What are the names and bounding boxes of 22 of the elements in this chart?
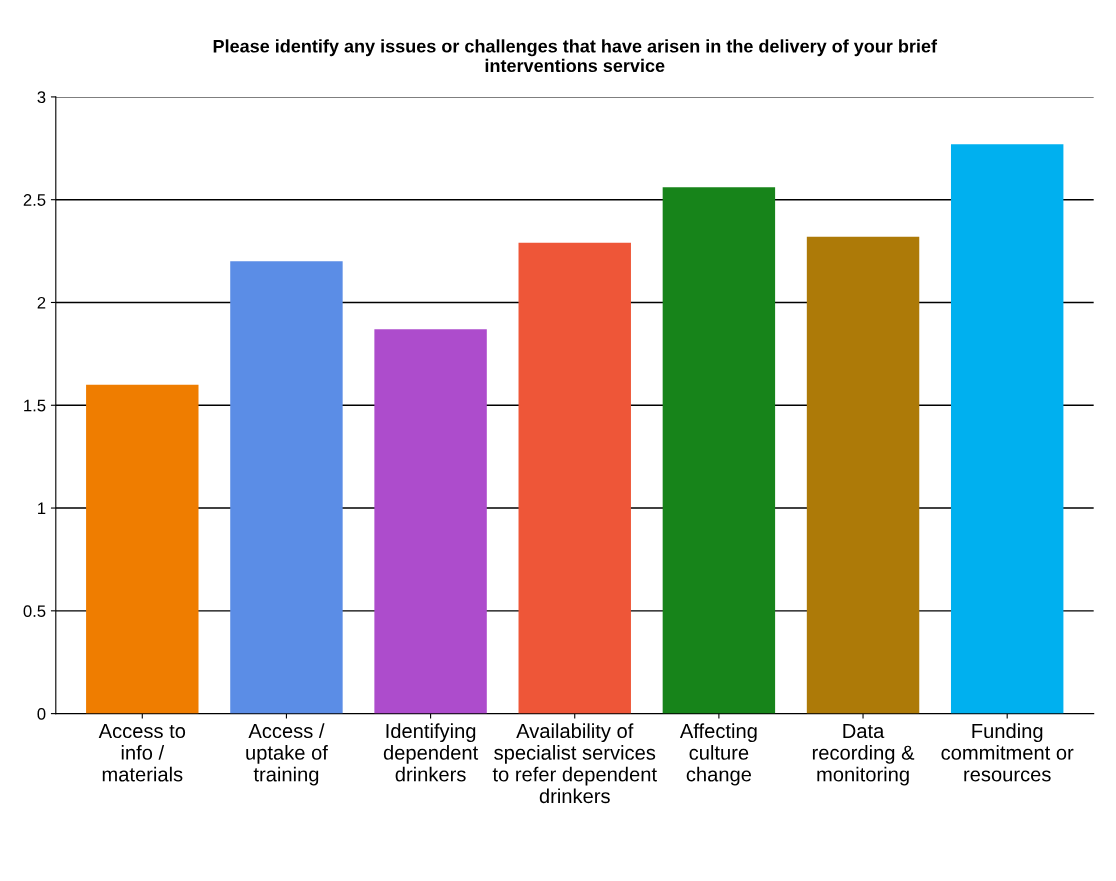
chart-title: Please identify any issues or challenges that have arisen in the delivery of your brief interventions service bbox=[213, 39, 938, 73]
y-tick-label: 2 bbox=[37, 296, 46, 309]
x-tick-label: Access / uptake of training bbox=[246, 723, 328, 786]
y-tick-label: 0 bbox=[37, 708, 46, 720]
y-tick-label: 3 bbox=[37, 91, 46, 104]
y-tick-label: 1.5 bbox=[24, 399, 46, 412]
bar bbox=[374, 329, 487, 714]
x-tick-label: Identifying dependent drinkers bbox=[383, 723, 479, 782]
x-tick-label: Affecting culture change bbox=[679, 723, 757, 786]
y-tick-label: 2.5 bbox=[23, 194, 46, 206]
x-tick-label: Data recording & monitoring bbox=[812, 724, 915, 786]
bar bbox=[518, 242, 631, 714]
bar bbox=[230, 261, 343, 714]
x-tick-label: Availability of specialist services to refer dependent drinkers bbox=[492, 723, 657, 804]
x-tick-label: Access to info / materials bbox=[98, 724, 186, 782]
y-tick-label: 0.5 bbox=[23, 605, 46, 618]
bar bbox=[806, 236, 920, 714]
x-tick-label: Funding commitment or resources bbox=[941, 723, 1074, 782]
y-tick-label: 1 bbox=[38, 502, 46, 515]
bar bbox=[86, 384, 199, 714]
bar bbox=[950, 144, 1064, 714]
bar bbox=[662, 187, 776, 714]
